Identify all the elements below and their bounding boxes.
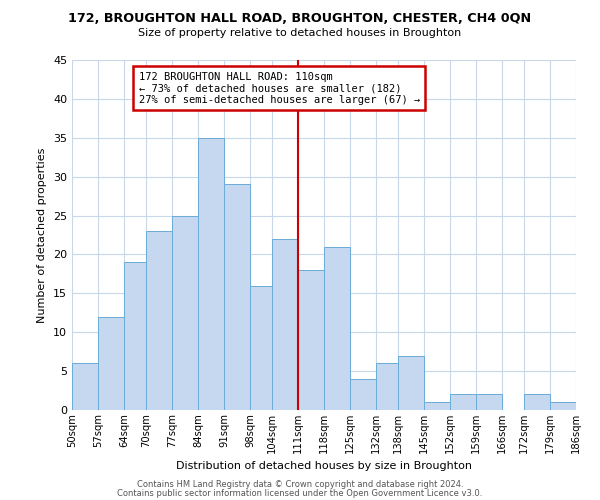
Text: Size of property relative to detached houses in Broughton: Size of property relative to detached ho…	[139, 28, 461, 38]
Bar	[72, 364, 98, 410]
Bar	[398, 356, 424, 410]
Bar	[124, 262, 146, 410]
Bar	[476, 394, 502, 410]
Text: Contains HM Land Registry data © Crown copyright and database right 2024.: Contains HM Land Registry data © Crown c…	[137, 480, 463, 489]
Bar	[324, 246, 350, 410]
Bar	[198, 138, 224, 410]
Bar	[298, 270, 324, 410]
Text: 172 BROUGHTON HALL ROAD: 110sqm
← 73% of detached houses are smaller (182)
27% o: 172 BROUGHTON HALL ROAD: 110sqm ← 73% of…	[139, 72, 420, 105]
Text: 172, BROUGHTON HALL ROAD, BROUGHTON, CHESTER, CH4 0QN: 172, BROUGHTON HALL ROAD, BROUGHTON, CHE…	[68, 12, 532, 26]
Bar	[98, 316, 124, 410]
Bar	[550, 402, 576, 410]
Bar	[172, 216, 198, 410]
Bar	[272, 239, 298, 410]
Text: Contains public sector information licensed under the Open Government Licence v3: Contains public sector information licen…	[118, 488, 482, 498]
Bar	[224, 184, 250, 410]
Bar	[450, 394, 476, 410]
Bar	[350, 379, 376, 410]
Bar	[424, 402, 450, 410]
Bar	[376, 364, 398, 410]
X-axis label: Distribution of detached houses by size in Broughton: Distribution of detached houses by size …	[176, 462, 472, 471]
Bar	[146, 231, 172, 410]
Bar	[250, 286, 272, 410]
Bar	[524, 394, 550, 410]
Y-axis label: Number of detached properties: Number of detached properties	[37, 148, 47, 322]
